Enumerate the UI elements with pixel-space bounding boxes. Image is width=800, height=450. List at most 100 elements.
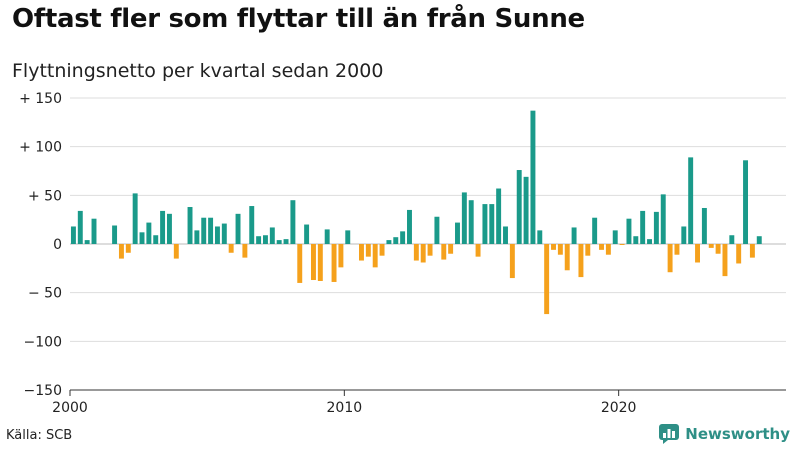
bar [160, 210, 166, 244]
y-tick-label: + 100 [19, 140, 62, 156]
chart-title: Oftast fler som flyttar till än från Sun… [12, 4, 585, 34]
bar [599, 244, 604, 250]
bar [310, 244, 316, 281]
bar [653, 211, 659, 244]
bar [564, 244, 570, 271]
bar [557, 244, 563, 255]
bar [578, 244, 584, 278]
bar [722, 244, 728, 277]
bar [372, 244, 378, 268]
bar [256, 236, 262, 244]
bar [523, 176, 529, 244]
bar [77, 210, 83, 244]
bar [530, 110, 536, 244]
bar [626, 218, 632, 244]
bar [660, 194, 666, 244]
brand-name: Newsworthy [685, 425, 790, 443]
bar [228, 244, 234, 253]
bar [605, 244, 611, 255]
bar [743, 160, 749, 244]
bar [91, 218, 97, 244]
bar [674, 244, 680, 255]
bar [249, 206, 255, 244]
bar [647, 239, 652, 244]
bar [441, 244, 447, 260]
bar [235, 213, 241, 244]
y-tick-label: + 50 [28, 188, 62, 204]
bar [544, 244, 550, 315]
bar [413, 244, 419, 261]
y-tick-label: − 50 [28, 286, 62, 302]
bar [70, 226, 76, 244]
bar [749, 244, 755, 258]
bar [338, 244, 344, 268]
y-tick-label: −100 [24, 334, 62, 350]
bar [276, 240, 282, 244]
y-tick-label: 0 [53, 237, 62, 253]
bar [475, 244, 481, 257]
bar [84, 240, 90, 244]
bar [509, 244, 515, 279]
bar [516, 170, 522, 244]
bar [427, 244, 433, 256]
bar [695, 244, 700, 263]
bar [612, 230, 618, 244]
y-tick-label: −150 [24, 383, 62, 399]
bar [434, 216, 440, 244]
x-tick-label: 2020 [601, 400, 637, 416]
bar [379, 244, 385, 256]
bar [262, 235, 268, 244]
bar [708, 244, 714, 248]
bar [331, 244, 337, 282]
bar [551, 244, 556, 250]
bar [633, 236, 639, 244]
bar [489, 204, 495, 244]
bar [503, 226, 508, 244]
bar [496, 188, 502, 244]
bar [283, 239, 289, 244]
bar [173, 244, 179, 259]
x-tick-label: 2010 [327, 400, 363, 416]
bar [592, 217, 598, 244]
bar [112, 225, 118, 244]
bar [221, 223, 227, 244]
x-tick-label: 2000 [52, 400, 88, 416]
bar [365, 244, 371, 257]
brand-logo: Newsworthy [658, 423, 790, 445]
bar [146, 222, 152, 244]
bar [269, 227, 275, 244]
chart-subtitle: Flyttningsnetto per kvartal sedan 2000 [12, 60, 384, 82]
bar [201, 217, 207, 244]
bar [407, 209, 412, 244]
bar [125, 244, 131, 253]
bar [297, 244, 303, 283]
bar [688, 157, 694, 244]
bar [681, 226, 687, 244]
bar [359, 244, 364, 261]
bar [242, 244, 248, 258]
bar [461, 192, 467, 244]
bar [153, 235, 159, 244]
bars [70, 110, 762, 315]
bar [324, 229, 330, 244]
bar [400, 231, 406, 244]
bar [756, 236, 762, 244]
bar [619, 244, 625, 245]
bar [585, 244, 591, 256]
bar [166, 213, 172, 244]
bar [640, 210, 646, 244]
bar [386, 240, 392, 244]
bar [317, 244, 323, 281]
bar [132, 193, 138, 244]
bar [345, 230, 351, 244]
bar [468, 200, 474, 244]
bar [214, 226, 220, 244]
bar [537, 230, 543, 244]
bar [448, 244, 454, 254]
newsworthy-logo-icon [659, 424, 680, 444]
bar [290, 200, 296, 244]
bar [729, 235, 735, 244]
bar [420, 244, 426, 263]
